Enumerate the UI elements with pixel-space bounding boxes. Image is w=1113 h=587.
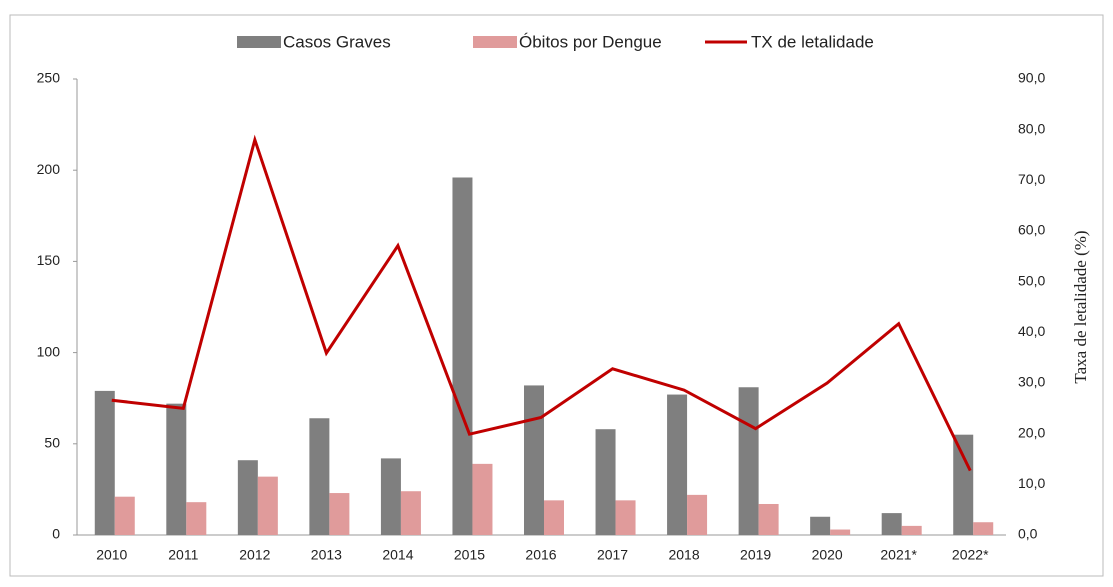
bar bbox=[237, 460, 258, 535]
x-tick-label: 2015 bbox=[454, 547, 485, 563]
bar bbox=[881, 513, 902, 535]
bar bbox=[452, 177, 473, 535]
x-tick-label: 2020 bbox=[812, 547, 843, 563]
y-tick-label: 150 bbox=[37, 252, 61, 268]
bar bbox=[166, 403, 187, 535]
chart-frame bbox=[9, 14, 1104, 577]
y-tick-label: 250 bbox=[37, 70, 61, 86]
x-tick-label: 2019 bbox=[740, 547, 771, 563]
legend-label: TX de letalidade bbox=[751, 32, 874, 51]
x-tick-label: 2014 bbox=[382, 547, 413, 563]
bar bbox=[114, 496, 135, 535]
bar bbox=[186, 502, 207, 535]
legend-label: Óbitos por Dengue bbox=[519, 32, 662, 51]
y2-tick-label: 40,0 bbox=[1018, 323, 1045, 339]
x-tick-label: 2018 bbox=[668, 547, 699, 563]
y2-tick-label: 90,0 bbox=[1018, 70, 1045, 86]
legend-swatch bbox=[237, 36, 281, 48]
bar bbox=[94, 390, 115, 535]
x-tick-label: 2011 bbox=[168, 547, 198, 563]
line-series bbox=[111, 134, 972, 472]
bar bbox=[901, 525, 922, 535]
bar bbox=[953, 434, 974, 535]
y2-tick-label: 70,0 bbox=[1018, 171, 1045, 187]
x-tick-label: 2021* bbox=[880, 547, 917, 563]
bar bbox=[595, 429, 616, 535]
y2-tick-label: 0,0 bbox=[1018, 526, 1038, 542]
y-tick-label: 100 bbox=[37, 343, 61, 359]
legend-swatch bbox=[473, 36, 517, 48]
bar bbox=[472, 463, 493, 535]
x-tick-label: 2017 bbox=[597, 547, 628, 563]
bar bbox=[257, 476, 278, 535]
x-tick-label: 2013 bbox=[311, 547, 342, 563]
y2-tick-label: 80,0 bbox=[1018, 120, 1045, 136]
y2-tick-label: 10,0 bbox=[1018, 475, 1045, 491]
bar bbox=[380, 458, 401, 535]
y-tick-label: 0 bbox=[52, 526, 60, 542]
bar bbox=[524, 385, 544, 535]
x-tick-label: 2022* bbox=[952, 547, 989, 563]
bar bbox=[615, 500, 636, 535]
x-tick-label: 2012 bbox=[239, 547, 270, 563]
y-tick-label: 200 bbox=[37, 161, 61, 177]
bar bbox=[667, 394, 688, 535]
bar bbox=[329, 493, 350, 535]
y-tick-label: 50 bbox=[44, 435, 60, 451]
bar bbox=[810, 516, 831, 535]
bar bbox=[309, 418, 330, 535]
bar bbox=[973, 522, 994, 535]
legend-label: Casos Graves bbox=[283, 32, 391, 51]
y2-tick-label: 30,0 bbox=[1018, 374, 1045, 390]
bar bbox=[400, 491, 421, 535]
y2-tick-label: 50,0 bbox=[1018, 272, 1045, 288]
y2-tick-label: 60,0 bbox=[1018, 222, 1045, 238]
bar bbox=[758, 503, 779, 535]
bar bbox=[687, 494, 708, 535]
bar bbox=[544, 500, 564, 535]
y2-tick-label: 20,0 bbox=[1018, 424, 1045, 440]
bar bbox=[738, 387, 759, 535]
x-tick-label: 2010 bbox=[96, 547, 127, 563]
x-tick-label: 2016 bbox=[525, 547, 556, 563]
y2-axis-title: Taxa de letalidade (%) bbox=[1071, 230, 1090, 383]
bar bbox=[830, 529, 851, 535]
